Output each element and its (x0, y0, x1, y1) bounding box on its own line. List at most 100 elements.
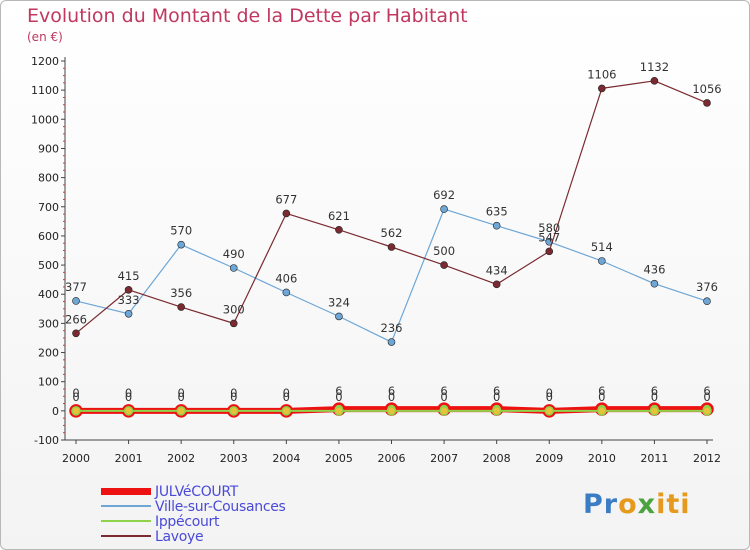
data-point (335, 226, 343, 234)
proxiti-logo: Proxiti (583, 489, 691, 520)
x-tick-label: 2011 (640, 452, 668, 465)
data-point (124, 286, 133, 294)
data-point (335, 312, 343, 321)
data-point (703, 99, 711, 107)
data-label: 436 (643, 263, 665, 277)
data-point (440, 205, 448, 213)
y-tick-label: 300 (38, 317, 59, 330)
data-point (492, 280, 501, 289)
logo-letters: o (618, 489, 638, 520)
data-label: 692 (433, 188, 455, 202)
data-point (650, 279, 659, 288)
data-point (702, 406, 712, 416)
data-label: 266 (65, 312, 87, 326)
y-tick-label: 1000 (31, 113, 59, 126)
y-tick-label: 900 (38, 142, 59, 155)
data-label: 0 (283, 386, 290, 400)
legend-item: Ippécourt (101, 514, 351, 530)
data-point (71, 406, 81, 416)
legend-label: Ville-sur-Cousances (155, 499, 286, 515)
y-tick-label: 1200 (31, 55, 59, 68)
data-label: 0 (230, 386, 237, 400)
data-label: 6 (388, 384, 395, 398)
data-label: 434 (486, 263, 508, 277)
data-point (545, 247, 554, 256)
x-tick-label: 2012 (693, 452, 721, 465)
legend-swatch (101, 520, 151, 522)
data-label: 570 (170, 224, 192, 238)
data-label: 6 (440, 384, 447, 398)
data-point (123, 406, 134, 416)
data-label: 0 (440, 390, 447, 404)
data-label: 324 (328, 295, 350, 309)
data-label: 0 (283, 390, 290, 404)
data-label: 6 (703, 384, 710, 398)
x-tick-label: 2004 (272, 452, 300, 465)
data-label: 333 (118, 293, 140, 307)
data-point (229, 264, 238, 272)
data-label: 356 (170, 286, 192, 300)
data-label: 376 (696, 280, 718, 294)
data-label: 621 (328, 209, 350, 223)
y-tick-label: 100 (38, 376, 59, 389)
data-label: 0 (598, 390, 605, 404)
data-label: 406 (275, 271, 297, 285)
legend-swatch (101, 535, 151, 537)
x-tick-label: 2006 (378, 452, 406, 465)
y-tick-label: 800 (38, 172, 59, 185)
x-tick-label: 2000 (62, 452, 90, 465)
legend-item: Lavoye (101, 529, 351, 545)
data-point (598, 257, 606, 265)
x-tick-label: 2003 (220, 452, 248, 465)
data-label: 6 (335, 384, 342, 398)
data-label: 490 (223, 247, 245, 261)
data-label: 0 (493, 390, 500, 404)
data-point (650, 77, 659, 85)
chart-legend: JULVéCOURT Ville-sur-Cousances Ippécourt La… (101, 484, 351, 545)
data-point (386, 406, 397, 416)
x-tick-label: 2010 (588, 452, 616, 465)
y-tick-label: 1100 (31, 84, 59, 97)
data-label: 6 (598, 384, 605, 398)
y-tick-label: 0 (52, 405, 59, 418)
data-label: 562 (381, 226, 403, 240)
data-label: 635 (486, 205, 508, 219)
data-label: 0 (72, 390, 79, 404)
data-label: 0 (651, 390, 658, 404)
data-point (703, 297, 711, 306)
y-tick-label: 500 (38, 259, 59, 272)
chart-unit: (en €) (27, 30, 63, 44)
chart-title: Evolution du Montant de la Dette par Hab… (27, 5, 468, 27)
x-tick-label: 2007 (430, 452, 458, 465)
legend-item: Ville-sur-Cousances (101, 499, 351, 515)
x-tick-label: 2001 (115, 452, 143, 465)
data-label: 1132 (640, 60, 669, 74)
legend-swatch (101, 505, 151, 507)
data-label: 500 (433, 244, 455, 258)
data-label: 0 (178, 390, 185, 404)
data-label: 677 (275, 192, 297, 206)
data-label: 300 (223, 302, 245, 316)
logo-letters: x (637, 489, 657, 520)
data-label: 1106 (587, 67, 616, 81)
series-3 (72, 77, 711, 338)
data-label: 0 (388, 390, 395, 404)
data-label: 0 (125, 386, 132, 400)
data-point (282, 288, 291, 297)
data-point (72, 329, 80, 338)
series-1 (72, 205, 711, 346)
data-point (387, 338, 396, 346)
x-tick-label: 2009 (535, 452, 563, 465)
legend-label: Lavoye (155, 529, 204, 545)
legend-label: Ippécourt (155, 514, 220, 530)
data-point (72, 297, 80, 305)
y-tick-label: 400 (38, 288, 59, 301)
data-point (440, 261, 448, 269)
data-point (544, 406, 554, 416)
data-label: 6 (493, 384, 500, 398)
data-label: 547 (538, 230, 560, 244)
data-label: 6 (651, 384, 658, 398)
data-point (229, 319, 238, 328)
data-label: 0 (125, 390, 132, 404)
